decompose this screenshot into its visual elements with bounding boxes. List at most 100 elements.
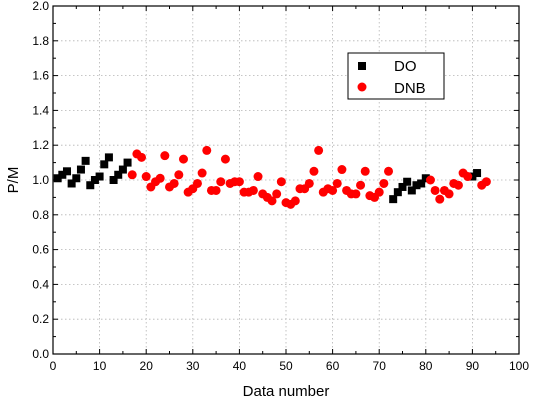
data-point-dnb: [169, 178, 179, 188]
data-point-do: [86, 181, 95, 190]
data-point-dnb: [160, 151, 170, 161]
data-point-do: [90, 176, 99, 184]
data-point-dnb: [444, 189, 454, 199]
data-point-dnb: [332, 178, 342, 188]
x-tick-label: 20: [140, 359, 154, 373]
data-point-dnb: [463, 172, 473, 182]
data-points: [53, 145, 491, 209]
data-point-dnb: [337, 165, 347, 175]
data-point-dnb: [267, 196, 277, 206]
data-point-do: [109, 176, 118, 184]
data-point-do: [118, 165, 127, 174]
data-point-dnb: [216, 177, 226, 187]
data-point-do: [421, 174, 430, 183]
data-point-do: [53, 174, 62, 183]
grid-lines: [53, 6, 519, 354]
x-tick-label: 30: [186, 359, 200, 373]
y-tick-label: 0.2: [32, 312, 49, 326]
data-point-do: [114, 170, 123, 179]
y-axis-tick-labels: 0.0 0.2 0.4 0.6 0.8 1.0 1.2 1.4 1.6 1.8 2.0: [32, 0, 49, 361]
legend-marker-dnb: [357, 82, 367, 92]
data-point-do: [100, 160, 109, 169]
data-point-do: [67, 179, 76, 188]
y-tick-label: 0.0: [32, 347, 49, 361]
data-point-do: [412, 181, 421, 190]
data-point-do: [95, 172, 104, 181]
data-point-dnb: [141, 172, 151, 182]
legend-label-dnb: DNB: [394, 80, 426, 97]
data-point-dnb: [356, 180, 366, 190]
y-tick-label: 1.2: [32, 138, 49, 152]
y-tick-label: 1.6: [32, 69, 49, 83]
y-tick-label: 0.4: [32, 277, 49, 291]
data-point-do: [389, 195, 398, 204]
data-point-do: [76, 165, 85, 174]
y-axis-title: P/M: [5, 167, 22, 194]
data-point-do: [393, 188, 402, 197]
legend-marker-do: [358, 62, 366, 70]
data-point-dnb: [137, 152, 147, 162]
data-point-dnb: [197, 168, 207, 178]
x-tick-label: 10: [93, 359, 107, 373]
x-tick-label: 80: [419, 359, 433, 373]
data-point-do: [62, 167, 71, 176]
y-tick-label: 0.6: [32, 243, 49, 257]
x-tick-label: 50: [279, 359, 293, 373]
data-point-dnb: [234, 177, 244, 187]
data-point-do: [403, 177, 412, 186]
data-point-dnb: [211, 185, 221, 195]
data-point-dnb: [290, 196, 300, 206]
data-point-dnb: [174, 170, 184, 180]
data-point-dnb: [253, 172, 263, 182]
data-point-dnb: [276, 177, 286, 187]
data-point-dnb: [248, 185, 258, 195]
data-point-dnb: [272, 189, 282, 199]
data-point-dnb: [127, 170, 137, 180]
data-point-dnb: [374, 187, 384, 197]
series-dnb: [127, 145, 491, 209]
data-point-dnb: [384, 166, 394, 176]
data-point-dnb: [202, 145, 212, 155]
data-point-dnb: [304, 178, 314, 188]
data-point-do: [81, 156, 90, 165]
data-point-do: [407, 186, 416, 195]
data-point-do: [398, 182, 407, 191]
data-point-do: [104, 153, 113, 162]
series-do: [53, 153, 482, 204]
x-tick-label: 40: [233, 359, 247, 373]
x-tick-label: 90: [466, 359, 480, 373]
x-tick-label: 60: [326, 359, 340, 373]
legend-label-do: DO: [394, 58, 417, 75]
x-tick-label: 70: [373, 359, 387, 373]
data-point-dnb: [309, 166, 319, 176]
y-tick-label: 1.8: [32, 34, 49, 48]
y-tick-label: 1.0: [32, 173, 49, 187]
x-tick-label: 100: [509, 359, 529, 373]
y-tick-label: 1.4: [32, 103, 49, 117]
data-point-dnb: [379, 178, 389, 188]
data-point-dnb: [178, 154, 188, 164]
legend-box: [347, 52, 445, 100]
data-point-dnb: [314, 145, 324, 155]
x-tick-label: 0: [50, 359, 57, 373]
data-point-do: [123, 158, 132, 167]
data-point-do: [468, 172, 477, 181]
data-point-do: [72, 174, 81, 183]
y-tick-label: 2.0: [32, 0, 49, 13]
data-point-do: [58, 170, 67, 179]
data-point-dnb: [192, 178, 202, 188]
data-point-dnb: [435, 194, 445, 204]
x-axis-tick-labels: 0 10 20 30 40 50 60 70 80 90 100: [50, 359, 530, 373]
legend: DO DNB: [347, 52, 445, 100]
data-point-dnb: [220, 154, 230, 164]
axis-ticks: [52, 5, 520, 355]
data-point-dnb: [453, 180, 463, 190]
data-point-dnb: [351, 189, 361, 199]
data-point-dnb: [360, 166, 370, 176]
data-point-dnb: [425, 175, 435, 185]
data-point-dnb: [430, 185, 440, 195]
data-point-dnb: [155, 173, 165, 183]
y-tick-label: 0.8: [32, 208, 49, 222]
data-point-dnb: [481, 177, 491, 187]
